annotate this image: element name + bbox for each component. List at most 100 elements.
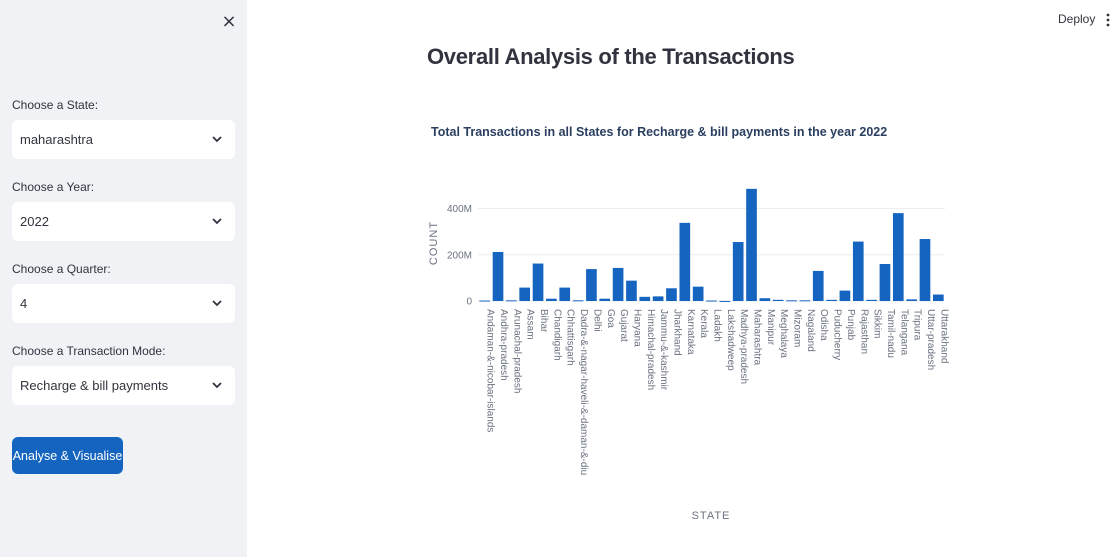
x-tick-label: Goa xyxy=(605,309,616,328)
bar-uttarakhand[interactable] xyxy=(932,294,944,301)
x-axis-ticks: Andaman-&-nicobar-islands Andhra-pradesh A… xyxy=(485,309,950,475)
bar-tripura[interactable] xyxy=(906,299,917,301)
bar-chandigarh[interactable] xyxy=(546,298,557,301)
bar-odisha[interactable] xyxy=(812,270,824,301)
close-sidebar-icon[interactable]: × xyxy=(221,11,237,32)
bar-chart: 0 200M 400M Andaman-&-nicobar-islands Andhr… xyxy=(428,188,950,522)
x-axis-title: STATE xyxy=(692,510,731,522)
chart-gridlines xyxy=(478,208,945,302)
bar-manipur[interactable] xyxy=(759,298,771,301)
chart-bars xyxy=(479,188,944,302)
x-tick-label: Nagaland xyxy=(805,309,816,352)
bar-chhattisgarh[interactable] xyxy=(559,287,571,301)
y-tick-label: 400M xyxy=(447,204,472,215)
quarter-label: Choose a Quarter: xyxy=(12,262,111,276)
bar-jammu-&-kashmir[interactable] xyxy=(652,296,664,302)
analyse-visualise-button[interactable]: Analyse & Visualise xyxy=(12,437,123,474)
bar-rajasthan[interactable] xyxy=(852,241,864,301)
year-label: Choose a Year: xyxy=(12,180,95,194)
x-tick-label: Andaman-&-nicobar-islands xyxy=(485,309,496,432)
x-tick-label: Ladakh xyxy=(712,309,723,342)
x-tick-label: Tripura xyxy=(912,309,923,341)
x-tick-label: Sikkim xyxy=(872,309,883,338)
bar-tamil-nadu[interactable] xyxy=(879,264,891,301)
x-tick-label: Madhya-pradesh xyxy=(738,309,749,384)
bar-mizoram[interactable] xyxy=(786,300,797,302)
chevron-down-icon xyxy=(212,218,222,225)
x-tick-label: Chandigarh xyxy=(551,309,562,361)
x-tick-label: Lakshadweep xyxy=(725,309,736,371)
bar-goa[interactable] xyxy=(599,298,611,301)
x-tick-label: Bihar xyxy=(538,309,549,333)
y-tick-label: 200M xyxy=(447,250,472,261)
bar-ladakh[interactable] xyxy=(706,300,717,302)
page-title: Overall Analysis of the Transactions xyxy=(427,44,795,69)
bar-uttar-pradesh[interactable] xyxy=(919,239,931,301)
x-tick-label: Himachal-pradesh xyxy=(645,309,656,390)
x-tick-label: Jammu-&-kashmir xyxy=(658,309,669,391)
x-tick-label: Kerala xyxy=(698,309,709,338)
bar-lakshadweep[interactable] xyxy=(719,300,731,302)
x-tick-label: Puducherry xyxy=(832,309,843,360)
y-tick-label: 0 xyxy=(466,297,472,308)
x-tick-label: Uttarakhand xyxy=(938,309,949,363)
year-select-value: 2022 xyxy=(20,214,49,229)
x-tick-label: Odisha xyxy=(818,309,829,341)
kebab-menu-icon[interactable] xyxy=(1104,12,1112,28)
bar-jharkhand[interactable] xyxy=(666,288,677,301)
quarter-select-value: 4 xyxy=(20,296,28,311)
x-tick-label: Haryana xyxy=(631,309,642,347)
x-tick-label: Rajasthan xyxy=(858,309,869,354)
bar-meghalaya[interactable] xyxy=(772,299,784,301)
transaction-mode-select[interactable]: Recharge & bill payments xyxy=(12,366,235,405)
bar-gujarat[interactable] xyxy=(612,267,624,301)
bar-madhya-pradesh[interactable] xyxy=(732,242,744,301)
x-tick-label: Dadra-&-nagar-haveli-&-daman-&-diu xyxy=(578,309,589,475)
transaction-mode-select-value: Recharge & bill payments xyxy=(20,378,169,393)
x-tick-label: Chhattisgarh xyxy=(565,309,576,366)
chart-title: Total Transactions in all States for Rec… xyxy=(431,125,888,139)
bar-andaman-&-nicobar-islands[interactable] xyxy=(479,300,490,302)
x-tick-label: Assam xyxy=(525,309,536,340)
chevron-down-icon xyxy=(212,382,222,389)
y-axis-title: COUNT xyxy=(428,221,440,265)
bar-karnataka[interactable] xyxy=(679,222,691,301)
state-label: Choose a State: xyxy=(12,98,99,112)
state-select[interactable]: maharashtra xyxy=(12,120,235,159)
chevron-down-icon xyxy=(212,300,222,307)
bar-delhi[interactable] xyxy=(586,269,597,301)
bar-kerala[interactable] xyxy=(692,286,704,301)
x-tick-label: Delhi xyxy=(591,309,602,332)
x-tick-label: Jharkhand xyxy=(671,309,682,356)
year-select[interactable]: 2022 xyxy=(12,202,235,241)
x-tick-label: Manipur xyxy=(765,309,776,346)
bar-dadra-&-nagar-haveli-&-daman-&-diu[interactable] xyxy=(572,300,584,302)
quarter-select[interactable]: 4 xyxy=(12,284,235,323)
x-tick-label: Uttar-pradesh xyxy=(925,309,936,370)
chevron-down-icon xyxy=(212,136,222,143)
bar-puducherry[interactable] xyxy=(826,299,837,301)
x-tick-label: Punjab xyxy=(845,309,856,341)
x-tick-label: Karnataka xyxy=(685,309,696,355)
sidebar: × Choose a State: maharashtra Choose a Y… xyxy=(0,0,247,557)
x-tick-label: Gujarat xyxy=(618,309,629,342)
transaction-mode-label: Choose a Transaction Mode: xyxy=(12,344,166,358)
x-tick-label: Andhra-pradesh xyxy=(498,309,509,381)
deploy-button[interactable]: Deploy xyxy=(1058,12,1096,26)
x-tick-label: Maharashtra xyxy=(752,309,763,366)
bar-nagaland[interactable] xyxy=(799,300,811,302)
bar-maharashtra[interactable] xyxy=(746,188,757,301)
bar-sikkim[interactable] xyxy=(866,299,877,301)
x-tick-label: Telangana xyxy=(898,309,909,356)
bar-haryana[interactable] xyxy=(626,280,637,301)
bar-himachal-pradesh[interactable] xyxy=(639,296,651,301)
bar-bihar[interactable] xyxy=(532,263,544,301)
bar-punjab[interactable] xyxy=(839,290,851,301)
bar-andhra-pradesh[interactable] xyxy=(492,251,504,301)
bar-assam[interactable] xyxy=(519,287,531,301)
bar-telangana[interactable] xyxy=(892,213,904,302)
x-tick-label: Mizoram xyxy=(792,309,803,347)
bar-arunachal-pradesh[interactable] xyxy=(506,300,517,302)
x-tick-label: Tamil-nadu xyxy=(885,309,896,358)
state-select-value: maharashtra xyxy=(20,132,93,147)
